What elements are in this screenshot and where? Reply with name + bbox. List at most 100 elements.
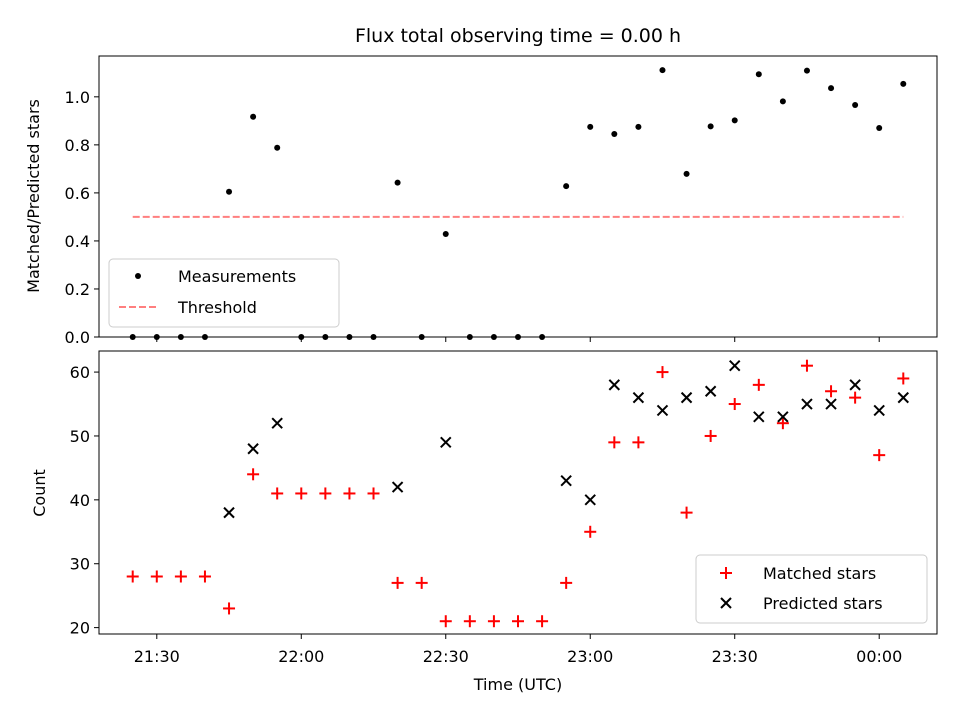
matched-star-point bbox=[223, 602, 236, 615]
predicted-star-point bbox=[753, 411, 765, 423]
matched-star-point bbox=[800, 359, 813, 372]
ratio-y-tick-label: 0.6 bbox=[65, 184, 90, 203]
matched-star-point bbox=[897, 372, 910, 385]
matched-star-point bbox=[680, 506, 693, 519]
matched-star-point bbox=[584, 525, 597, 538]
predicted-star-point bbox=[560, 474, 572, 487]
matched-star-point bbox=[656, 366, 669, 379]
measurement-point bbox=[828, 85, 835, 92]
count-y-tick-label: 60 bbox=[70, 363, 90, 382]
matched-star-point bbox=[752, 378, 765, 391]
ratio-y-axis-label: Matched/Predicted stars bbox=[24, 99, 43, 293]
predicted-star-point bbox=[656, 404, 669, 417]
predicted-star-stroke-b bbox=[632, 391, 645, 404]
legend-matched-label: Matched stars bbox=[763, 564, 876, 583]
count-y-axis-label: Count bbox=[30, 469, 49, 517]
measurement-point bbox=[274, 144, 281, 151]
count-legend-box bbox=[695, 554, 928, 624]
count-panel: Count Time (UTC) 20 30 40 50 60 21:30 22:00 22:… bbox=[30, 350, 938, 694]
legend-measurements-label: Measurements bbox=[178, 267, 296, 286]
measurement-point bbox=[442, 230, 449, 237]
predicted-star-stroke-b bbox=[897, 391, 909, 404]
predicted-star-stroke-b bbox=[391, 481, 404, 493]
matched-star-point bbox=[271, 487, 284, 500]
predicted-star-stroke-b bbox=[608, 379, 621, 391]
predicted-star-point bbox=[777, 411, 789, 423]
predicted-star-stroke-b bbox=[560, 474, 572, 487]
count-axes-ticks: 20 30 40 50 60 21:30 22:00 22:30 23:00 23:30 00:00 bbox=[70, 363, 903, 666]
measurement-point bbox=[659, 67, 666, 74]
matched-star-point bbox=[560, 576, 573, 589]
predicted-star-point bbox=[223, 506, 235, 519]
legend-measurements-marker bbox=[135, 273, 141, 279]
count-x-tick-label: 22:30 bbox=[423, 647, 469, 666]
measurement-point bbox=[803, 67, 810, 74]
count-x-tick-label: 00:00 bbox=[856, 647, 902, 666]
measurement-point bbox=[900, 80, 907, 87]
predicted-star-stroke-b bbox=[801, 398, 813, 410]
ratio-legend-box bbox=[108, 258, 340, 328]
count-y-tick-label: 40 bbox=[70, 491, 90, 510]
matched-star-point bbox=[704, 429, 717, 442]
ratio-y-tick-label: 0.0 bbox=[65, 328, 90, 347]
measurement-point bbox=[587, 123, 594, 130]
predicted-star-point bbox=[632, 391, 645, 404]
ratio-axes-frame bbox=[98, 55, 938, 338]
predicted-star-point bbox=[584, 494, 596, 506]
matched-star-point bbox=[825, 385, 838, 398]
count-x-tick-label: 21:30 bbox=[134, 647, 180, 666]
predicted-star-point bbox=[608, 379, 621, 391]
matched-star-point bbox=[608, 436, 621, 449]
count-x-tick-label: 23:30 bbox=[712, 647, 758, 666]
matched-star-point bbox=[415, 576, 428, 589]
predicted-star-point bbox=[704, 385, 717, 397]
count-y-tick-label: 50 bbox=[70, 427, 90, 446]
matched-star-point bbox=[126, 570, 139, 583]
predicted-star-stroke-b bbox=[873, 404, 885, 417]
measurement-point bbox=[779, 98, 786, 105]
predicted-star-point bbox=[680, 391, 693, 404]
matched-star-point bbox=[198, 570, 211, 583]
ratio-y-tick-label: 1.0 bbox=[65, 88, 90, 107]
ratio-y-tick-label: 0.4 bbox=[65, 232, 90, 251]
predicted-star-stroke-b bbox=[271, 417, 283, 429]
measurement-point bbox=[635, 123, 642, 130]
matched-star-point bbox=[247, 468, 260, 481]
measurement-point bbox=[250, 113, 257, 120]
count-y-tick-label: 30 bbox=[70, 555, 90, 574]
measurement-point bbox=[876, 125, 883, 132]
predicted-star-stroke-b bbox=[704, 385, 717, 397]
legend-predicted-marker bbox=[720, 597, 732, 609]
count-data-marks bbox=[126, 359, 910, 628]
measurement-point bbox=[707, 123, 714, 130]
predicted-star-stroke-b bbox=[584, 494, 596, 506]
matched-star-point bbox=[728, 398, 741, 411]
predicted-star-stroke-b bbox=[223, 506, 235, 519]
matched-star-point bbox=[174, 570, 187, 583]
measurement-point bbox=[852, 101, 859, 108]
x-axis-label: Time (UTC) bbox=[473, 675, 562, 694]
ratio-data-marks bbox=[129, 67, 907, 340]
matched-star-point bbox=[391, 576, 404, 589]
matched-star-point bbox=[487, 615, 500, 628]
predicted-star-point bbox=[440, 436, 452, 449]
ratio-legend: Measurements Threshold bbox=[108, 258, 340, 328]
matched-star-point bbox=[343, 487, 356, 500]
measurement-point bbox=[226, 188, 233, 195]
count-legend: Matched stars Predicted stars bbox=[695, 554, 928, 624]
predicted-star-stroke-b bbox=[849, 379, 861, 391]
predicted-star-stroke-b bbox=[825, 398, 837, 410]
predicted-star-stroke-b bbox=[680, 391, 693, 404]
ratio-y-tick-label: 0.2 bbox=[65, 280, 90, 299]
predicted-star-point bbox=[271, 417, 283, 429]
matched-star-point bbox=[873, 449, 886, 462]
matched-star-point bbox=[849, 391, 862, 404]
matched-star-point bbox=[536, 615, 549, 628]
measurement-point bbox=[755, 71, 762, 78]
matched-star-point bbox=[776, 417, 789, 430]
matched-star-point bbox=[512, 615, 524, 628]
chart-title: Flux total observing time = 0.00 h bbox=[355, 25, 681, 47]
measurement-point bbox=[731, 117, 738, 124]
predicted-star-point bbox=[825, 398, 837, 410]
